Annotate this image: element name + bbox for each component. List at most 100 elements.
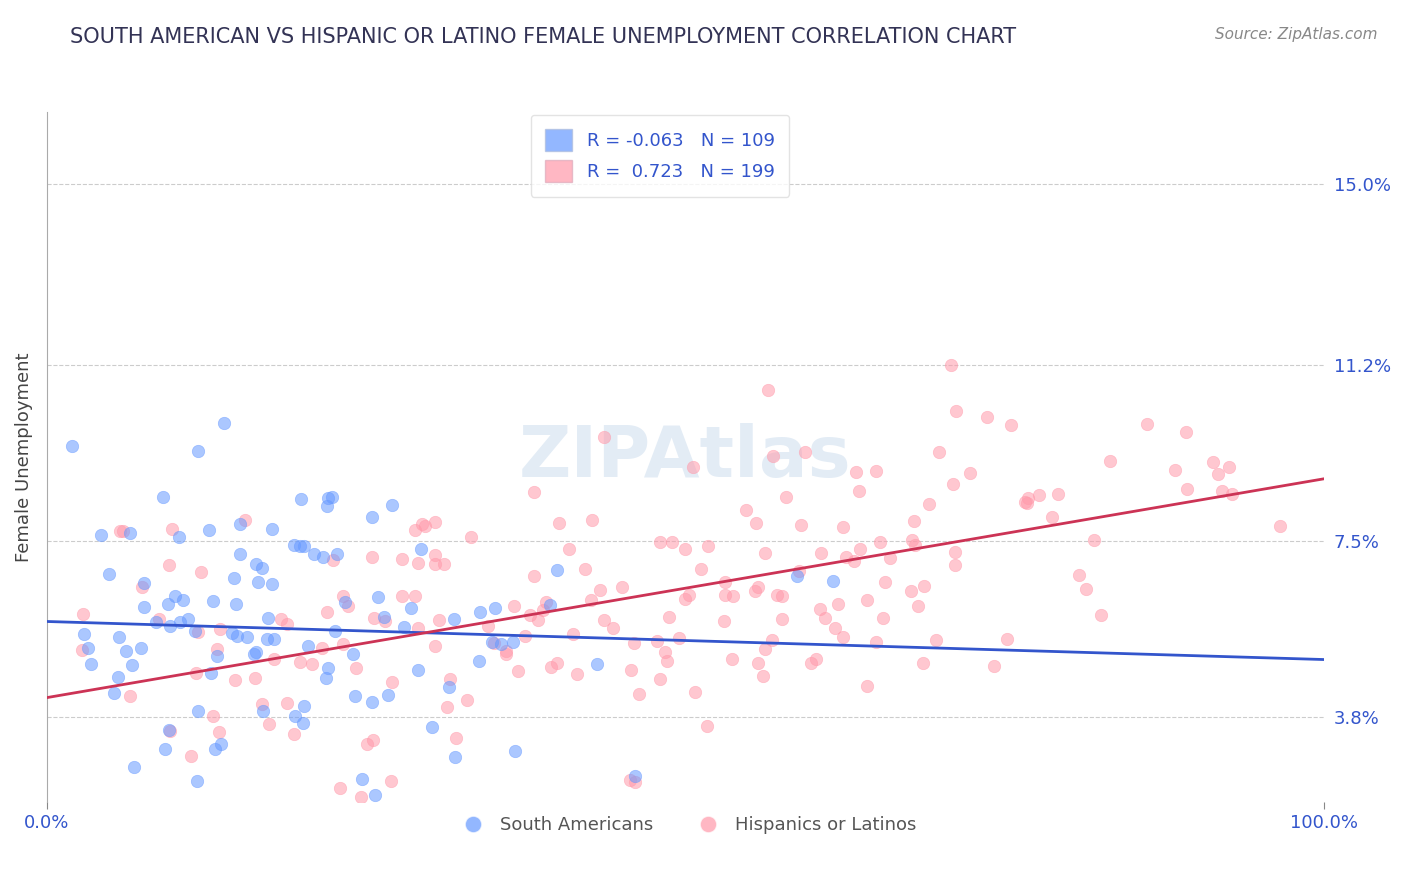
Point <box>468 605 491 619</box>
Point <box>257 611 280 625</box>
Point <box>1098 454 1121 468</box>
Point <box>845 466 868 480</box>
Point <box>79 657 101 672</box>
Point <box>291 716 314 731</box>
Point <box>409 541 432 556</box>
Point <box>394 620 416 634</box>
Point <box>156 598 179 612</box>
Point <box>495 647 517 661</box>
Point <box>589 582 612 597</box>
Point <box>810 546 832 560</box>
Point <box>406 556 429 570</box>
Point <box>673 592 696 607</box>
Point <box>734 502 756 516</box>
Point <box>790 518 813 533</box>
Point <box>787 564 810 578</box>
Point <box>794 444 817 458</box>
Point <box>391 552 413 566</box>
Point <box>548 516 571 530</box>
Point <box>523 484 546 499</box>
Point <box>900 533 922 547</box>
Point <box>827 597 849 611</box>
Point <box>263 632 285 646</box>
Point <box>558 541 581 556</box>
Point <box>290 492 312 507</box>
Point <box>593 429 616 443</box>
Point <box>481 635 503 649</box>
Point <box>60 439 83 453</box>
Point <box>610 580 633 594</box>
Point <box>323 624 346 638</box>
Point <box>186 666 208 681</box>
Point <box>585 657 607 671</box>
Point <box>209 737 232 751</box>
Point <box>318 491 340 505</box>
Point <box>343 690 366 704</box>
Text: ZIPAtlas: ZIPAtlas <box>519 423 852 491</box>
Point <box>697 539 720 553</box>
Point <box>654 644 676 658</box>
Point <box>650 672 672 686</box>
Point <box>806 652 828 666</box>
Point <box>118 689 141 703</box>
Point <box>673 541 696 556</box>
Point <box>1000 418 1022 433</box>
Point <box>823 574 845 588</box>
Point <box>114 644 136 658</box>
Point <box>276 616 298 631</box>
Point <box>172 593 194 607</box>
Point <box>904 538 927 552</box>
Point <box>824 621 846 635</box>
Point <box>437 680 460 694</box>
Point <box>531 603 554 617</box>
Point <box>246 574 269 589</box>
Point <box>312 549 335 564</box>
Point <box>865 464 887 478</box>
Point <box>1136 417 1159 431</box>
Point <box>256 632 278 647</box>
Point <box>242 648 264 662</box>
Point <box>224 673 246 688</box>
Point <box>373 610 395 624</box>
Point <box>723 589 745 603</box>
Point <box>1040 509 1063 524</box>
Point <box>682 460 704 475</box>
Point <box>180 749 202 764</box>
Point <box>678 588 700 602</box>
Point <box>200 666 222 681</box>
Point <box>650 535 672 549</box>
Point <box>225 629 247 643</box>
Point <box>361 695 384 709</box>
Point <box>713 614 735 628</box>
Point <box>1015 496 1038 510</box>
Point <box>506 664 529 678</box>
Point <box>399 601 422 615</box>
Point <box>869 534 891 549</box>
Point <box>976 409 998 424</box>
Point <box>747 580 769 594</box>
Point <box>380 773 402 788</box>
Point <box>849 541 872 556</box>
Point <box>439 672 461 686</box>
Point <box>872 610 894 624</box>
Point <box>446 731 468 746</box>
Point <box>288 655 311 669</box>
Point <box>77 640 100 655</box>
Point <box>157 558 180 573</box>
Point <box>288 539 311 553</box>
Point <box>1074 582 1097 596</box>
Point <box>322 553 344 567</box>
Text: Source: ZipAtlas.com: Source: ZipAtlas.com <box>1215 27 1378 42</box>
Point <box>983 659 1005 673</box>
Point <box>245 645 267 659</box>
Point <box>157 723 180 738</box>
Point <box>623 636 645 650</box>
Point <box>163 589 186 603</box>
Point <box>879 551 901 566</box>
Point <box>423 640 446 654</box>
Point <box>761 632 783 647</box>
Point <box>1211 483 1233 498</box>
Text: SOUTH AMERICAN VS HISPANIC OR LATINO FEMALE UNEMPLOYMENT CORRELATION CHART: SOUTH AMERICAN VS HISPANIC OR LATINO FEM… <box>70 27 1017 46</box>
Point <box>229 547 252 561</box>
Point <box>942 477 965 491</box>
